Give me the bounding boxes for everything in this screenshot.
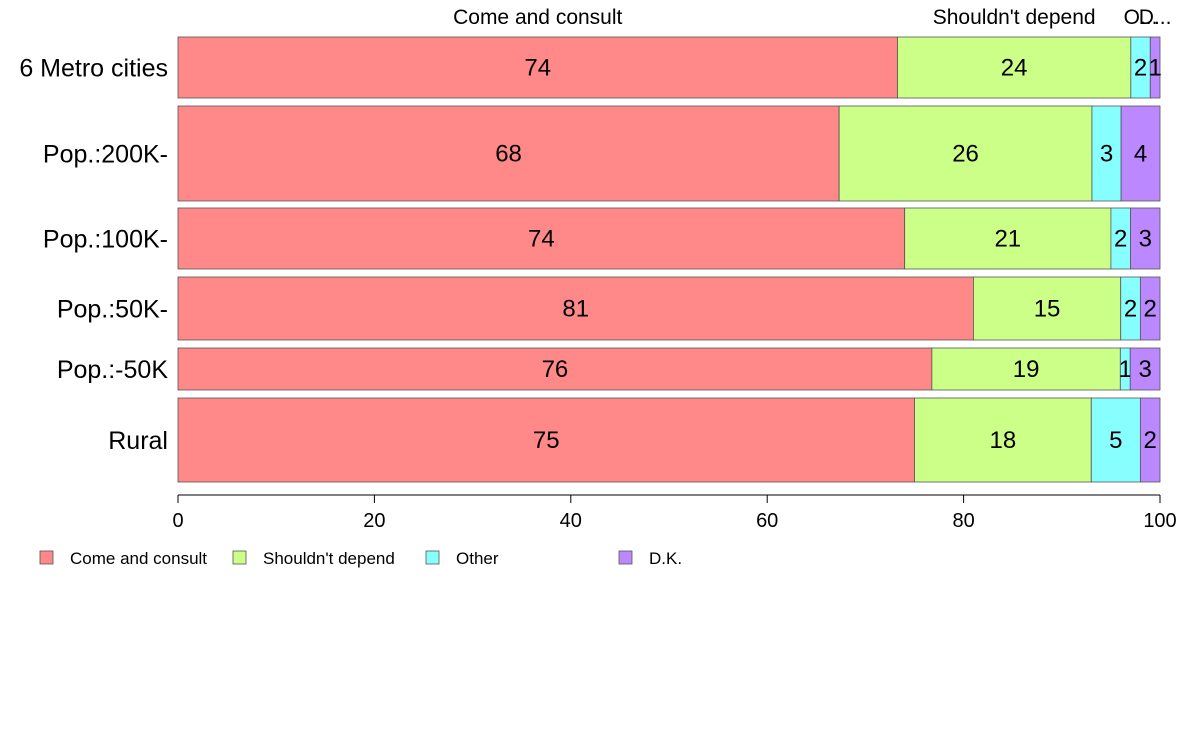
bar-segment-6-metro-cities-come-and-consult bbox=[177, 36, 898, 99]
category-label-pop-50k: Pop.:-50K bbox=[57, 356, 169, 384]
legend-swatch-other bbox=[425, 550, 440, 565]
legend-label-shouldn-t-depend: Shouldn't depend bbox=[263, 549, 395, 568]
top-label-other: O... bbox=[1124, 6, 1158, 29]
bar-segment-pop-200k-d-k bbox=[1120, 105, 1161, 202]
bar-segment-rural-shouldn-t-depend bbox=[914, 397, 1092, 483]
bar-segment-rural-other bbox=[1090, 397, 1141, 483]
bar-segment-pop-100k-come-and-consult bbox=[177, 207, 906, 270]
x-tick-label-20: 20 bbox=[363, 510, 385, 532]
x-tick-label-100: 100 bbox=[1143, 510, 1176, 532]
bar-segment-6-metro-cities-shouldn-t-depend bbox=[897, 36, 1132, 99]
bar-segment-pop-100k-d-k bbox=[1130, 207, 1161, 270]
data-label-rural-shouldn-t-depend: 18 bbox=[990, 427, 1017, 454]
data-label-6-metro-cities-shouldn-t-depend: 24 bbox=[1001, 55, 1028, 82]
bar-segment-pop-50k-d-k bbox=[1129, 347, 1161, 391]
data-label-pop-50k-d-k: 2 bbox=[1144, 296, 1157, 323]
category-label-pop-100k: Pop.:100K- bbox=[43, 226, 168, 254]
x-tick-label-60: 60 bbox=[756, 510, 778, 532]
legend-label-d-k: D.K. bbox=[649, 549, 682, 568]
x-tick-label-40: 40 bbox=[560, 510, 582, 532]
data-label-pop-100k-shouldn-t-depend: 21 bbox=[994, 226, 1021, 253]
bar-segment-pop-50k-come-and-consult bbox=[177, 347, 933, 391]
bar-segment-6-metro-cities-d-k bbox=[1149, 36, 1161, 99]
x-tick-label-0: 0 bbox=[172, 510, 183, 532]
data-label-rural-d-k: 2 bbox=[1144, 427, 1157, 454]
data-label-pop-200k-shouldn-t-depend: 26 bbox=[952, 141, 979, 168]
bar-segment-rural-d-k bbox=[1139, 397, 1161, 483]
bar-segment-pop-50k-shouldn-t-depend bbox=[973, 276, 1122, 341]
data-label-pop-50k-other: 2 bbox=[1124, 296, 1137, 323]
bar-segment-pop-50k-shouldn-t-depend bbox=[931, 347, 1121, 391]
data-label-pop-50k-shouldn-t-depend: 19 bbox=[1013, 356, 1040, 383]
legend-label-come-and-consult: Come and consult bbox=[70, 549, 207, 568]
data-label-pop-50k-shouldn-t-depend: 15 bbox=[1034, 296, 1061, 323]
legend-swatch-d-k bbox=[618, 550, 633, 565]
bar-segment-pop-200k-come-and-consult bbox=[177, 105, 840, 202]
category-label-pop-50k: Pop.:50K- bbox=[57, 296, 168, 324]
category-label-pop-200k: Pop.:200K- bbox=[43, 141, 168, 169]
data-label-pop-50k-come-and-consult: 81 bbox=[562, 296, 589, 323]
data-label-pop-200k-d-k: 4 bbox=[1134, 141, 1147, 168]
x-tick-label-80: 80 bbox=[952, 510, 974, 532]
data-label-rural-other: 5 bbox=[1109, 427, 1122, 454]
bar-segment-pop-200k-shouldn-t-depend bbox=[838, 105, 1093, 202]
top-label-d-k: D... bbox=[1139, 6, 1172, 29]
data-label-pop-50k-other: 1 bbox=[1119, 356, 1132, 383]
data-label-pop-100k-come-and-consult: 74 bbox=[528, 226, 555, 253]
data-label-pop-50k-come-and-consult: 76 bbox=[542, 356, 569, 383]
top-label-come-and-consult: Come and consult bbox=[453, 6, 622, 29]
data-label-6-metro-cities-other: 2 bbox=[1134, 55, 1147, 82]
data-label-6-metro-cities-come-and-consult: 74 bbox=[524, 55, 551, 82]
top-label-shouldn-t-depend: Shouldn't depend bbox=[933, 6, 1096, 29]
data-label-pop-100k-d-k: 3 bbox=[1139, 226, 1152, 253]
legend-label-other: Other bbox=[456, 549, 499, 568]
data-label-pop-200k-come-and-consult: 68 bbox=[495, 141, 522, 168]
bar-segment-pop-100k-shouldn-t-depend bbox=[904, 207, 1112, 270]
legend-swatch-shouldn-t-depend bbox=[232, 550, 247, 565]
bar-segment-pop-50k-come-and-consult bbox=[177, 276, 974, 341]
bar-segment-pop-50k-d-k bbox=[1139, 276, 1161, 341]
legend-swatch-come-and-consult bbox=[39, 550, 54, 565]
bar-segment-rural-come-and-consult bbox=[177, 397, 915, 483]
data-label-6-metro-cities-d-k: 1 bbox=[1148, 55, 1161, 82]
bar-segment-pop-200k-other bbox=[1091, 105, 1122, 202]
data-label-pop-50k-d-k: 3 bbox=[1138, 356, 1151, 383]
data-label-pop-100k-other: 2 bbox=[1114, 226, 1127, 253]
category-label-rural: Rural bbox=[108, 427, 168, 455]
category-label-6-metro-cities: 6 Metro cities bbox=[19, 55, 168, 83]
data-label-rural-come-and-consult: 75 bbox=[533, 427, 560, 454]
data-label-pop-200k-other: 3 bbox=[1100, 141, 1113, 168]
